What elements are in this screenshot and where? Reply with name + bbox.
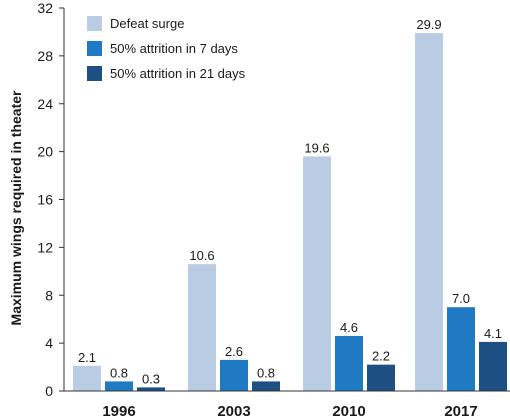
data-label: 10.6 xyxy=(189,248,214,263)
y-axis-ticks: 0 4 8 12 16 20 24 28 32 xyxy=(37,0,64,399)
y-tick-label: 32 xyxy=(37,0,53,16)
data-label: 29.9 xyxy=(416,17,441,32)
bar xyxy=(252,381,280,391)
data-label: 2.2 xyxy=(372,349,390,364)
data-label: 19.6 xyxy=(304,140,329,155)
x-tick-label: 1996 xyxy=(102,403,135,420)
data-label: 0.3 xyxy=(142,371,160,386)
data-labels: 2.1 0.8 0.3 10.6 2.6 0.8 19.6 4.6 2.2 29.9 7.0 4.1 xyxy=(78,17,502,386)
x-tick-label: 2003 xyxy=(217,403,250,420)
y-tick-label: 0 xyxy=(45,383,53,399)
y-axis-title: Maximum wings required in theater xyxy=(8,90,24,325)
data-label: 0.8 xyxy=(110,365,128,380)
x-tick-label: 2017 xyxy=(444,403,477,420)
legend: Defeat surge 50% attrition in 7 days 50% a… xyxy=(87,16,246,81)
legend-swatch xyxy=(87,66,102,81)
legend-swatch xyxy=(87,16,102,31)
y-tick-label: 16 xyxy=(37,192,53,208)
legend-swatch xyxy=(87,41,102,56)
bar xyxy=(105,381,133,391)
y-tick-label: 24 xyxy=(37,96,53,112)
x-axis-labels: 1996 2003 2010 2017 xyxy=(102,403,477,420)
bars xyxy=(73,33,507,392)
bar xyxy=(415,33,443,392)
legend-label: 50% attrition in 7 days xyxy=(110,41,238,56)
legend-label: 50% attrition in 21 days xyxy=(110,66,246,81)
data-label: 4.6 xyxy=(340,320,358,335)
bar xyxy=(367,364,395,391)
y-tick-label: 28 xyxy=(37,48,53,64)
bar xyxy=(479,341,507,391)
y-tick-label: 4 xyxy=(45,335,53,351)
x-tick-label: 2010 xyxy=(332,403,365,420)
bar xyxy=(220,359,248,391)
data-label: 7.0 xyxy=(452,291,470,306)
bar xyxy=(137,387,165,391)
y-tick-label: 12 xyxy=(37,239,53,255)
data-label: 2.6 xyxy=(225,344,243,359)
bar xyxy=(447,307,475,391)
legend-label: Defeat surge xyxy=(110,16,184,31)
bar xyxy=(188,264,216,391)
data-label: 4.1 xyxy=(484,326,502,341)
bar xyxy=(335,335,363,391)
bar xyxy=(73,365,101,391)
bar xyxy=(303,156,331,391)
data-label: 0.8 xyxy=(257,365,275,380)
data-label: 2.1 xyxy=(78,350,96,365)
y-tick-label: 8 xyxy=(45,287,53,303)
y-tick-label: 20 xyxy=(37,144,53,160)
